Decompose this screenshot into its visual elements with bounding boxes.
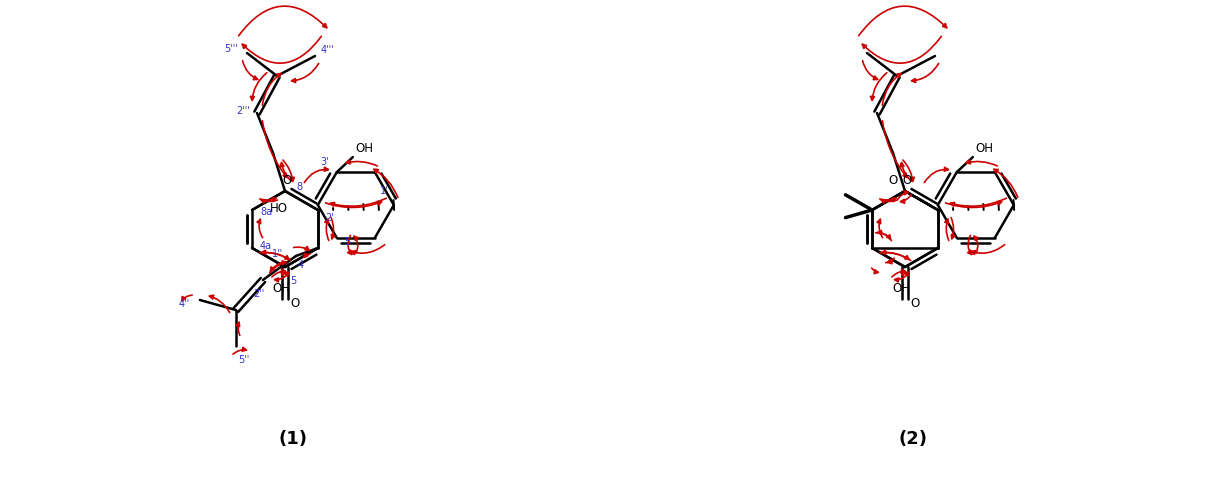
Text: 2'': 2'' [253,289,264,299]
Text: OH: OH [271,283,290,296]
Text: 2''': 2''' [236,106,249,116]
Text: 8a: 8a [260,207,273,217]
Text: 4''': 4''' [321,45,334,55]
Text: 5''': 5''' [225,44,238,54]
Text: 5': 5' [344,237,354,247]
Text: 5: 5 [290,276,296,286]
Text: (2): (2) [899,430,927,448]
Text: 8: 8 [296,182,302,192]
Text: HO: HO [270,201,287,214]
Text: O: O [282,175,291,187]
Text: O: O [903,175,911,187]
Text: O: O [290,297,300,310]
Text: OH: OH [356,142,373,154]
Text: 1'': 1'' [273,249,284,259]
Text: (1): (1) [279,430,307,448]
Text: O: O [910,297,920,310]
Text: OH: OH [892,283,910,296]
Text: 5'': 5'' [238,355,249,365]
Text: 2': 2' [325,213,334,223]
Text: 4: 4 [298,260,305,270]
Text: OH: OH [976,142,993,154]
Text: 1': 1' [379,186,388,196]
Text: 4a: 4a [260,241,273,251]
Text: O: O [888,175,898,187]
Text: 3': 3' [321,157,329,167]
Text: 4'': 4'' [178,299,189,309]
